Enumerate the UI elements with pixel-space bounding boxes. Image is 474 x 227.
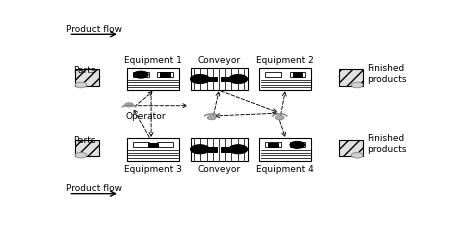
- Circle shape: [351, 83, 363, 89]
- Bar: [191, 68, 247, 91]
- Circle shape: [290, 142, 305, 149]
- Bar: [133, 143, 148, 148]
- Circle shape: [228, 145, 248, 154]
- Bar: [127, 138, 179, 161]
- Bar: [292, 73, 302, 78]
- Text: Finished
products: Finished products: [367, 64, 406, 84]
- Bar: [268, 143, 278, 148]
- Bar: [127, 68, 179, 91]
- Bar: [157, 73, 173, 78]
- Text: Parts: Parts: [73, 136, 95, 144]
- Bar: [265, 143, 281, 148]
- Text: Equipment 2: Equipment 2: [256, 55, 314, 64]
- Circle shape: [75, 83, 87, 89]
- Bar: [259, 138, 311, 161]
- Circle shape: [275, 116, 284, 120]
- Bar: [339, 70, 363, 86]
- Bar: [259, 68, 311, 91]
- Bar: [290, 143, 305, 148]
- Text: Equipment 3: Equipment 3: [124, 164, 182, 173]
- Text: Product flow: Product flow: [66, 25, 122, 34]
- Circle shape: [191, 145, 210, 154]
- Circle shape: [207, 116, 216, 120]
- Bar: [157, 143, 173, 148]
- Bar: [75, 140, 99, 156]
- Circle shape: [75, 153, 87, 158]
- Text: Equipment 4: Equipment 4: [256, 164, 314, 173]
- Bar: [208, 77, 217, 82]
- Bar: [208, 147, 217, 152]
- Bar: [148, 143, 158, 148]
- Text: Operator: Operator: [125, 111, 166, 120]
- Bar: [191, 138, 247, 161]
- Bar: [221, 147, 230, 152]
- Bar: [290, 73, 305, 78]
- Text: Product flow: Product flow: [66, 183, 122, 192]
- Bar: [221, 77, 230, 82]
- Circle shape: [351, 153, 363, 158]
- Bar: [133, 73, 148, 78]
- Circle shape: [228, 75, 248, 84]
- Text: Equipment 1: Equipment 1: [124, 55, 182, 64]
- Bar: [75, 70, 99, 86]
- Bar: [160, 73, 170, 78]
- Circle shape: [134, 72, 148, 79]
- Text: Finished
products: Finished products: [367, 133, 406, 153]
- Bar: [265, 73, 281, 78]
- Text: Conveyor: Conveyor: [198, 55, 241, 64]
- Text: Parts: Parts: [73, 66, 95, 74]
- Text: Conveyor: Conveyor: [198, 164, 241, 173]
- Circle shape: [191, 75, 210, 84]
- Bar: [339, 140, 363, 156]
- Circle shape: [125, 103, 134, 107]
